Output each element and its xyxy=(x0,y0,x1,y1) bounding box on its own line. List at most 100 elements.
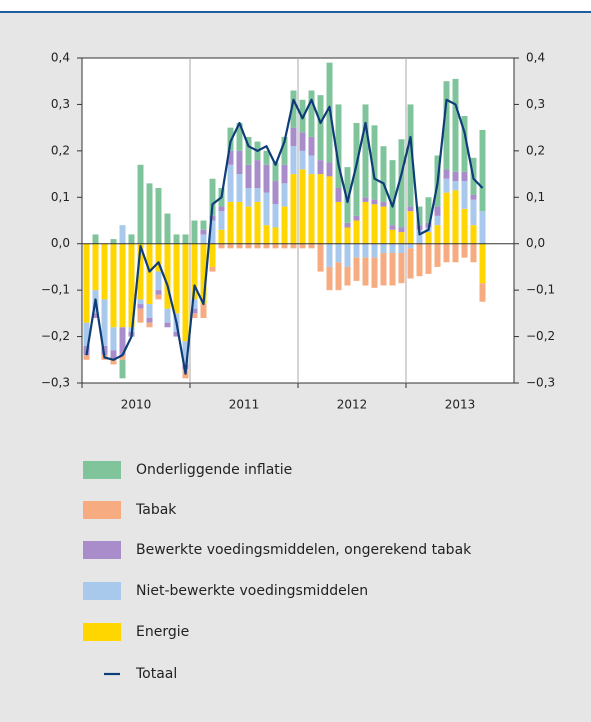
legend-label: Tabak xyxy=(135,502,177,518)
bar-segment xyxy=(344,227,351,244)
bar-segment xyxy=(407,211,414,244)
bar-segment xyxy=(218,211,225,230)
bar-segment xyxy=(317,95,324,161)
bar-segment xyxy=(353,243,360,258)
x-tick-label: 2011 xyxy=(229,398,260,412)
bar-segment xyxy=(308,174,315,244)
bar-segment xyxy=(137,164,144,244)
bar-segment xyxy=(452,181,459,191)
legend-swatch xyxy=(83,623,121,641)
bar-segment xyxy=(173,234,180,244)
bar-segment xyxy=(227,201,234,244)
bar-segment xyxy=(146,322,153,328)
bar-segment xyxy=(236,201,243,244)
bar-segment xyxy=(290,90,297,128)
bar-segment xyxy=(245,136,252,165)
bar-segment xyxy=(272,204,279,228)
bar-segment xyxy=(344,167,351,223)
legend-swatch xyxy=(83,501,121,519)
bar-segment xyxy=(119,243,126,328)
bar-segment xyxy=(110,239,117,244)
bar-segment xyxy=(299,150,306,170)
bar-segment xyxy=(281,183,288,207)
bar-segment xyxy=(407,206,414,212)
bar-segment xyxy=(209,178,216,216)
bar-segment xyxy=(164,308,171,323)
y2-tick-label: 0,1 xyxy=(526,190,545,204)
bar-segment xyxy=(398,227,405,233)
y2-tick-label: −0,3 xyxy=(526,376,555,390)
legend-label: Onderliggende inflatie xyxy=(136,462,292,478)
bar-segment xyxy=(209,220,216,244)
bar-segment xyxy=(434,206,441,216)
bar-segment xyxy=(182,341,189,365)
x-tick-label: 2013 xyxy=(445,398,476,412)
bar-segment xyxy=(389,225,396,230)
bar-segment xyxy=(209,215,216,221)
legend-swatch xyxy=(83,541,121,559)
bar-segment xyxy=(164,322,171,328)
bar-segment xyxy=(272,243,279,249)
bar-segment xyxy=(227,150,234,165)
bar-segment xyxy=(128,234,135,244)
bar-segment xyxy=(362,243,369,258)
bar-segment xyxy=(164,213,171,244)
bar-segment xyxy=(245,188,252,207)
bar-segment xyxy=(344,243,351,267)
bar-segment xyxy=(389,253,396,286)
bar-segment xyxy=(443,169,450,179)
bar-segment xyxy=(110,243,117,328)
bar-segment xyxy=(479,211,486,244)
bar-segment xyxy=(380,206,387,244)
legend-label: Totaal xyxy=(135,666,177,682)
x-tick-label: 2010 xyxy=(121,398,152,412)
bar-segment xyxy=(434,215,441,226)
bar-segment xyxy=(146,318,153,323)
bar-segment xyxy=(461,208,468,244)
bar-segment xyxy=(380,243,387,253)
bar-segment xyxy=(272,181,279,205)
bar-segment xyxy=(119,359,126,379)
bar-segment xyxy=(335,201,342,244)
bar-segment xyxy=(443,178,450,193)
bar-segment xyxy=(209,243,216,267)
bar-segment xyxy=(164,243,171,309)
bar-segment xyxy=(470,243,477,263)
bar-segment xyxy=(191,243,198,300)
bar-segment xyxy=(317,174,324,244)
bar-segment xyxy=(218,243,225,249)
bar-segment xyxy=(470,225,477,244)
bar-segment xyxy=(362,104,369,198)
bar-segment xyxy=(272,227,279,244)
bar-segment xyxy=(299,169,306,244)
y-tick-label: −0,1 xyxy=(41,283,70,297)
bar-segment xyxy=(110,327,117,351)
bar-segment xyxy=(452,78,459,172)
bar-segment xyxy=(137,308,144,323)
y-tick-label: 0,1 xyxy=(51,190,70,204)
y-tick-label: 0,2 xyxy=(51,143,70,157)
bar-segment xyxy=(479,283,486,302)
bar-segment xyxy=(443,243,450,263)
bar-segment xyxy=(236,123,243,151)
bar-segment xyxy=(434,225,441,244)
bar-segment xyxy=(191,313,198,318)
bar-segment xyxy=(119,327,126,356)
bar-segment xyxy=(137,304,144,309)
bar-segment xyxy=(146,183,153,244)
y2-tick-label: 0,4 xyxy=(526,51,545,65)
bar-segment xyxy=(245,206,252,244)
y2-tick-label: 0,3 xyxy=(526,97,545,111)
bar-segment xyxy=(389,229,396,244)
bar-segment xyxy=(443,81,450,170)
bar-segment xyxy=(254,201,261,244)
bar-segment xyxy=(461,116,468,172)
bar-segment xyxy=(200,229,207,235)
bar-segment xyxy=(281,206,288,244)
bar-segment xyxy=(434,243,441,267)
bar-segment xyxy=(335,262,342,291)
bar-segment xyxy=(182,243,189,342)
bar-segment xyxy=(398,243,405,253)
bar-segment xyxy=(416,206,423,226)
bar-segment xyxy=(191,220,198,244)
